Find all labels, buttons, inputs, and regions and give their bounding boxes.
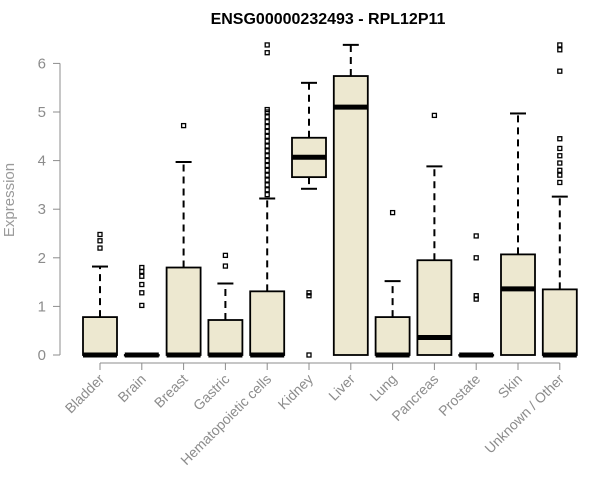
- boxes-group: [82, 42, 578, 358]
- outlier-point: [557, 179, 563, 186]
- box-hematopoietic-cells: [249, 42, 286, 358]
- box: [500, 253, 536, 356]
- outlier-point: [264, 167, 270, 173]
- box: [541, 288, 578, 356]
- outlier-point: [264, 128, 270, 135]
- box-liver: [332, 43, 369, 356]
- outlier-point: [264, 187, 270, 193]
- y-tick-label: 5: [38, 104, 46, 121]
- box: [207, 319, 244, 356]
- box-gastric: [207, 252, 244, 358]
- y-tick-label: 1: [38, 298, 46, 315]
- outlier-point: [139, 281, 145, 288]
- outlier-point: [264, 157, 270, 164]
- outlier-point: [473, 233, 479, 239]
- x-tick-label: Breast: [151, 371, 191, 411]
- outlier-point: [264, 114, 270, 120]
- outlier-point: [264, 182, 270, 188]
- outlier-point: [97, 231, 103, 238]
- outlier-point: [557, 136, 563, 142]
- box: [249, 290, 286, 356]
- box-lung: [374, 209, 411, 358]
- outlier-point: [557, 160, 563, 166]
- y-axis: 0 1 2 3 4 5 6: [38, 55, 61, 364]
- outlier-point: [264, 153, 270, 159]
- outlier-point: [139, 264, 145, 271]
- outlier-point: [389, 209, 396, 216]
- outlier-point: [306, 293, 312, 299]
- outlier-point: [557, 42, 563, 48]
- box-prostate: [458, 233, 495, 358]
- box: [82, 316, 118, 356]
- outlier-point: [97, 245, 103, 251]
- outlier-point: [139, 290, 145, 296]
- outlier-point: [139, 302, 145, 309]
- box: [165, 266, 202, 356]
- outlier-point: [264, 143, 270, 149]
- outlier-point: [557, 68, 563, 74]
- x-tick-label: Liver: [325, 371, 358, 404]
- outlier-point: [139, 273, 145, 279]
- outlier-point: [264, 162, 270, 169]
- box-breast: [165, 122, 202, 358]
- x-tick-label: Bladder: [62, 371, 108, 417]
- outlier-point: [264, 123, 270, 130]
- y-tick-label: 4: [38, 153, 46, 170]
- outlier-point: [264, 191, 270, 198]
- outlier-point: [264, 148, 270, 154]
- x-tick-label: Kidney: [275, 371, 317, 413]
- y-tick-label: 2: [38, 250, 46, 267]
- outlier-point: [473, 255, 479, 261]
- x-tick-label: Skin: [495, 371, 526, 402]
- outlier-point: [264, 177, 270, 183]
- x-tick-label: Prostate: [435, 371, 483, 419]
- x-tick-label: Unknown / Other: [481, 371, 567, 457]
- box-brain: [123, 264, 160, 358]
- box: [374, 316, 411, 356]
- box-skin: [500, 112, 536, 356]
- outlier-point: [97, 238, 103, 244]
- outlier-point: [557, 47, 563, 53]
- box-pancreas: [416, 112, 453, 356]
- outlier-point: [264, 106, 270, 113]
- box: [416, 259, 453, 356]
- y-axis-label: Expression: [1, 163, 18, 237]
- outlier-point: [557, 153, 563, 159]
- outlier-point: [557, 145, 563, 152]
- box-bladder: [82, 231, 118, 358]
- outlier-point: [222, 263, 229, 269]
- outlier-point: [264, 119, 270, 125]
- outlier-point: [473, 293, 479, 299]
- y-tick-label: 6: [38, 55, 46, 72]
- outlier-point: [180, 122, 187, 129]
- outlier-point: [222, 252, 229, 259]
- outlier-point: [431, 112, 438, 119]
- outlier-point: [306, 290, 312, 296]
- outlier-point: [306, 352, 312, 358]
- outlier-point: [557, 172, 563, 178]
- outlier-point: [557, 167, 563, 173]
- chart-title: ENSG00000232493 - RPL12P11: [211, 11, 446, 28]
- y-tick-label: 3: [38, 201, 46, 218]
- outlier-point: [264, 42, 270, 48]
- box-kidney: [291, 81, 327, 358]
- x-tick-label: Lung: [366, 371, 399, 404]
- x-tick-label: Brain: [114, 371, 148, 405]
- box-unknown-other: [541, 42, 578, 358]
- box: [332, 75, 369, 356]
- outlier-point: [264, 133, 270, 139]
- outlier-point: [264, 172, 270, 178]
- outlier-point: [264, 50, 270, 56]
- y-tick-label: 0: [38, 347, 46, 364]
- outlier-point: [264, 138, 270, 144]
